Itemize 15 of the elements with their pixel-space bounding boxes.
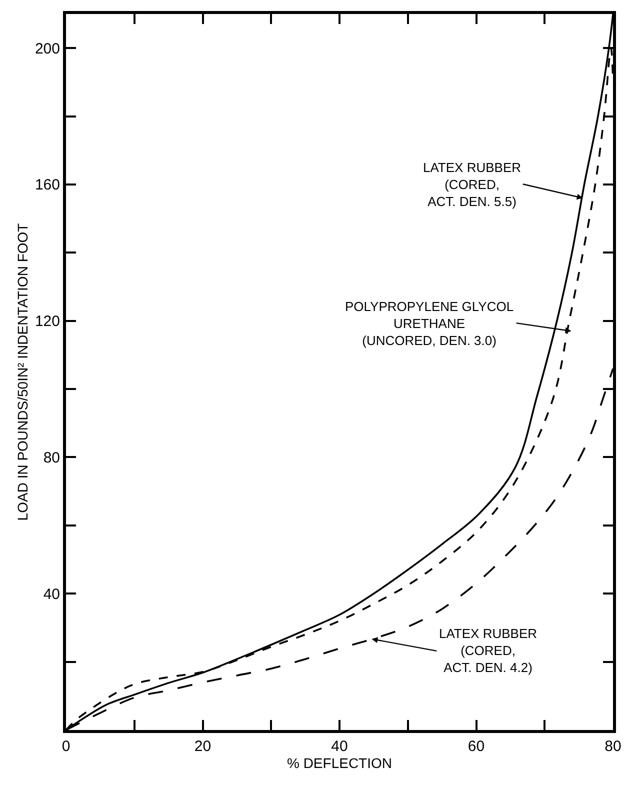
x-axis-title: % DEFLECTION xyxy=(286,755,392,771)
y-axis-title: LOAD IN POUNDS/50IN² INDENTATION FOOT xyxy=(14,222,31,521)
x-tick-label: 80 xyxy=(604,738,622,755)
y-tick-label: 80 xyxy=(43,449,60,466)
annotation: LATEX RUBBER (CORED, ACT. DEN. 4.2) xyxy=(439,626,538,675)
x-tick-label: 20 xyxy=(194,738,212,755)
y-tick-label: 120 xyxy=(34,313,60,330)
y-tick-label: 40 xyxy=(43,586,60,603)
x-tick-label: 0 xyxy=(62,738,70,755)
x-tick-label: 60 xyxy=(468,738,485,755)
annotation: LATEX RUBBER (CORED, ACT. DEN. 5.5) xyxy=(423,160,522,209)
x-tick-label: 40 xyxy=(331,738,348,755)
annotation: POLYPROPYLENE GLYCOL URETHANE (UNCORED, DEN. 3.0) xyxy=(345,299,514,348)
y-tick-label: 200 xyxy=(34,40,60,58)
y-tick-label: 160 xyxy=(34,176,60,194)
